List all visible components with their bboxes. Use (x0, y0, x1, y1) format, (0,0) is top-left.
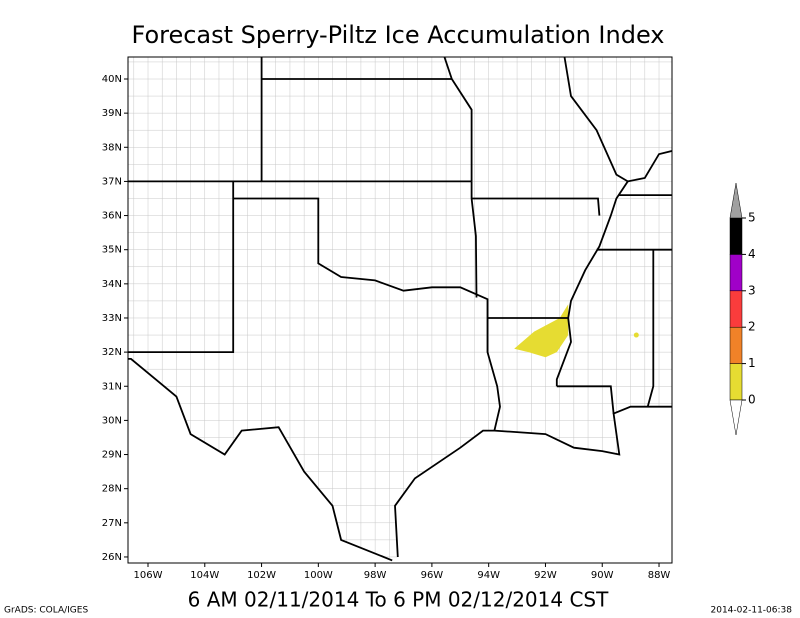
lon-label: 102W (247, 570, 276, 581)
lat-label: 40N (102, 74, 122, 85)
lat-label: 39N (102, 108, 122, 119)
footer-right: 2014-02-11-06:38 (711, 606, 793, 616)
mexico (128, 358, 393, 563)
lat-label: 34N (102, 279, 122, 290)
map-body (128, 57, 672, 563)
map-frame (127, 56, 673, 564)
state-border (556, 385, 615, 414)
lat-label: 32N (102, 347, 122, 358)
state-border (233, 197, 501, 431)
state-border (128, 357, 393, 562)
map: 40N 39N 38N 37N 36N 35N 34N 33N 32N 31N 30N 29N 28N 2… (102, 56, 673, 581)
lon-label: 98W (364, 570, 387, 581)
colorbar-over (729, 182, 743, 219)
colorbar-label: 3 (748, 283, 756, 297)
colorbar-box (729, 254, 743, 292)
state-border (555, 57, 630, 387)
ice-area (633, 332, 639, 338)
colorbar-box (729, 326, 743, 364)
state-border (470, 181, 478, 298)
lat-label: 31N (102, 381, 122, 392)
lon-label: 96W (421, 570, 444, 581)
ice-area (514, 304, 569, 358)
lat-label: 28N (102, 484, 122, 495)
lat-label: 30N (102, 415, 122, 426)
colorbar-label: 2 (748, 320, 756, 334)
lat-label: 36N (102, 211, 122, 222)
state-border (128, 181, 235, 354)
lon-label: 100W (304, 570, 333, 581)
lat-label: 27N (102, 518, 122, 529)
colorbar-box (729, 217, 743, 255)
subtitle: 6 AM 02/11/2014 To 6 PM 02/12/2014 CST (188, 588, 609, 612)
footer-left: GrADS: COLA/IGES (4, 606, 88, 616)
lon-label: 88W (648, 570, 671, 581)
lat-label: 38N (102, 142, 122, 153)
title: Forecast Sperry-Piltz Ice Accumulation I… (132, 21, 665, 49)
colorbar-box (729, 290, 743, 328)
colorbar-label: 0 (748, 393, 756, 407)
lon-label: 104W (190, 570, 219, 581)
lat-label: 35N (102, 245, 122, 256)
lon-label: 92W (534, 570, 557, 581)
colorbar-label: 1 (748, 356, 756, 370)
colorbar-box (729, 363, 743, 401)
state-border (471, 197, 601, 216)
lat-label: 29N (102, 450, 122, 461)
colorbar-label: 5 (748, 211, 756, 225)
colorbar-under (729, 399, 743, 436)
colorbar: 0 1 2 3 4 5 (729, 182, 756, 436)
lat-label: 37N (102, 176, 122, 187)
lat-label: 33N (102, 313, 122, 324)
state-border (394, 405, 672, 558)
state-border (443, 57, 473, 182)
state-border (627, 150, 672, 183)
lat-label: 26N (102, 552, 122, 563)
state-border (646, 249, 655, 407)
lon-label: 90W (591, 570, 614, 581)
lon-label: 94W (477, 570, 500, 581)
colorbar-label: 4 (748, 247, 756, 261)
gulf (395, 406, 672, 563)
lon-label: 106W (134, 570, 163, 581)
